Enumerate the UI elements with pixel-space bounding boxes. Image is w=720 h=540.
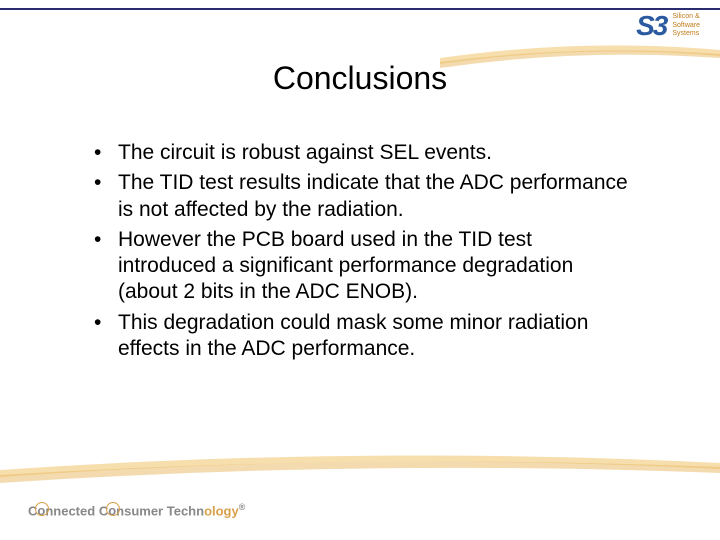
- logo-bottom-word1-post: nnected: [45, 503, 98, 518]
- s3-logo-mark: S3: [636, 12, 666, 40]
- swoosh-bottom-decoration: [0, 445, 720, 485]
- logo-bottom-word3: Techn: [167, 503, 204, 518]
- s3-text-line1: Silicon &: [672, 13, 699, 20]
- s3-logo-text: Silicon & Software Systems: [672, 13, 700, 38]
- bullet-item: The circuit is robust against SEL events…: [90, 140, 630, 166]
- slide-title: Conclusions: [0, 60, 720, 97]
- logo-top: S3 Silicon & Software Systems: [636, 12, 700, 40]
- bullet-item: However the PCB board used in the TID te…: [90, 227, 630, 306]
- bullet-item: The TID test results indicate that the A…: [90, 170, 630, 223]
- logo-bottom: Connected Consumer Technology®: [28, 502, 245, 518]
- bullet-list: The circuit is robust against SEL events…: [90, 140, 630, 366]
- slide: S3 Silicon & Software Systems Conclusion…: [0, 0, 720, 540]
- s3-text-line3: Systems: [672, 30, 699, 37]
- ring-o-icon: o: [37, 503, 45, 518]
- top-accent-line: [0, 8, 720, 10]
- s3-text-line2: Software: [672, 22, 700, 29]
- logo-bottom-word2-post: nsumer: [116, 503, 167, 518]
- bullet-item: This degradation could mask some minor r…: [90, 310, 630, 363]
- ring-o-icon: o: [108, 503, 116, 518]
- registered-mark: ®: [239, 502, 246, 512]
- logo-bottom-accent: ology: [204, 503, 239, 518]
